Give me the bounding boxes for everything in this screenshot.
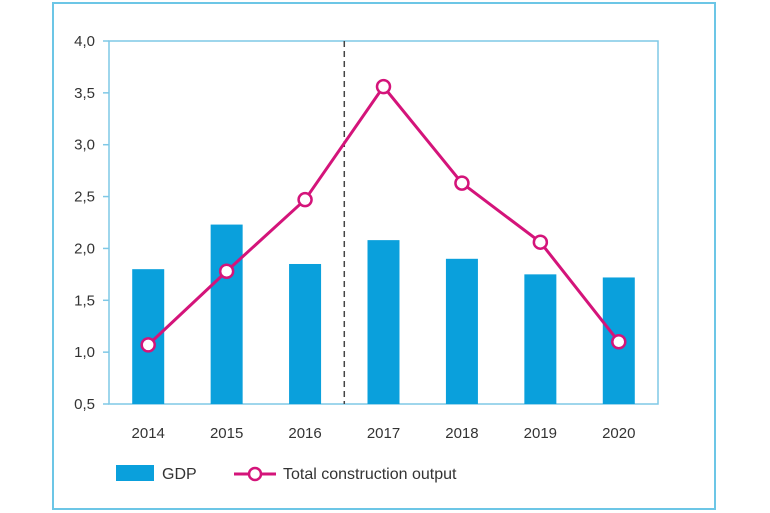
construction-output-point xyxy=(611,334,627,350)
y-tick-label: 0,5 xyxy=(74,396,95,413)
y-tick-label: 1,5 xyxy=(74,292,95,309)
legend-construction-label: Total construction output xyxy=(283,466,457,483)
construction-output-point xyxy=(218,263,235,279)
gdp-bar xyxy=(132,269,165,404)
legend: GDP Total construction output xyxy=(116,465,457,483)
y-tick-label: 3,5 xyxy=(74,85,95,102)
gdp-bar xyxy=(367,240,400,404)
construction-output-point xyxy=(140,337,156,353)
x-tick-label: 2015 xyxy=(210,425,243,442)
y-tick-label: 2,0 xyxy=(74,240,95,257)
construction-output-point xyxy=(454,175,470,191)
x-tick-label: 2014 xyxy=(132,425,165,442)
gdp-bar xyxy=(210,224,243,404)
x-tick-label: 2019 xyxy=(524,425,557,442)
gdp-bar xyxy=(445,258,478,404)
y-tick-label: 2,5 xyxy=(74,189,95,206)
y-tick-label: 1,0 xyxy=(74,344,95,361)
y-tick-label: 3,0 xyxy=(74,137,95,154)
construction-output-point xyxy=(532,234,549,250)
x-tick-label: 2020 xyxy=(602,425,635,442)
gdp-bar xyxy=(289,263,322,404)
x-axis-ticks: 2014 2015 2016 2017 2018 2019 2020 xyxy=(132,425,636,442)
construction-output-point xyxy=(375,78,392,95)
y-tick-label: 4,0 xyxy=(74,33,95,50)
legend-construction-marker xyxy=(247,466,263,482)
gdp-bar xyxy=(524,274,557,404)
legend-gdp-swatch xyxy=(116,465,154,481)
x-tick-label: 2018 xyxy=(445,425,478,442)
construction-output-point xyxy=(297,191,313,208)
construction-output-markers xyxy=(140,78,627,353)
y-axis-ticks: 4,0 3,5 3,0 2,5 2,0 1,5 1,0 0,5 xyxy=(74,33,109,413)
gdp-bars xyxy=(132,224,635,404)
legend-gdp-label: GDP xyxy=(162,466,197,483)
x-tick-label: 2017 xyxy=(367,425,400,442)
x-tick-label: 2016 xyxy=(288,425,321,442)
